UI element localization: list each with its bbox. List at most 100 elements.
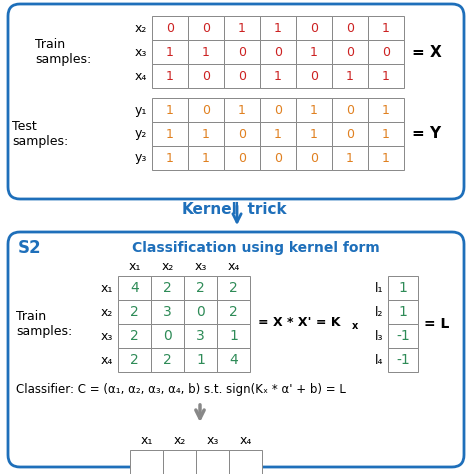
- Text: 1: 1: [274, 21, 282, 35]
- Text: Kernel: Kernel: [181, 202, 237, 218]
- Text: y₂: y₂: [135, 128, 147, 140]
- Text: 3: 3: [196, 329, 205, 343]
- Bar: [184, 276, 217, 300]
- Bar: [388, 348, 418, 372]
- Bar: [188, 98, 224, 122]
- Text: x₂: x₂: [161, 259, 173, 273]
- Bar: [152, 98, 188, 122]
- Bar: [368, 146, 404, 170]
- Text: -1: -1: [396, 353, 410, 367]
- Text: x₁: x₁: [128, 259, 141, 273]
- FancyBboxPatch shape: [8, 232, 464, 467]
- Bar: [296, 16, 332, 40]
- Text: x₂: x₂: [135, 21, 147, 35]
- Text: 0: 0: [202, 21, 210, 35]
- Bar: [118, 348, 151, 372]
- Text: = L: = L: [424, 317, 449, 331]
- Text: x₄: x₄: [100, 354, 113, 366]
- Bar: [217, 348, 250, 372]
- Text: 1: 1: [382, 152, 390, 164]
- Text: 1: 1: [238, 103, 246, 117]
- Text: 0: 0: [310, 152, 318, 164]
- Text: x₁: x₁: [100, 282, 113, 294]
- Bar: [151, 300, 184, 324]
- Text: = Y: = Y: [412, 127, 441, 142]
- Bar: [260, 40, 296, 64]
- Bar: [260, 98, 296, 122]
- Text: x₂: x₂: [100, 306, 113, 319]
- Text: 2: 2: [229, 281, 238, 295]
- Text: 3: 3: [163, 305, 172, 319]
- Text: 2: 2: [130, 353, 139, 367]
- Text: l₁: l₁: [374, 282, 383, 294]
- Bar: [260, 16, 296, 40]
- Bar: [217, 324, 250, 348]
- Text: x₄: x₄: [239, 434, 252, 447]
- Text: 1: 1: [196, 353, 205, 367]
- Bar: [332, 122, 368, 146]
- Text: y₃: y₃: [135, 152, 147, 164]
- Text: 2: 2: [163, 281, 172, 295]
- Bar: [296, 146, 332, 170]
- Text: 1: 1: [166, 103, 174, 117]
- Bar: [118, 324, 151, 348]
- Text: 1: 1: [274, 128, 282, 140]
- Text: 1: 1: [399, 305, 408, 319]
- Text: 0: 0: [346, 103, 354, 117]
- Bar: [152, 40, 188, 64]
- Bar: [332, 40, 368, 64]
- Text: 1: 1: [310, 128, 318, 140]
- Text: x₃: x₃: [206, 434, 219, 447]
- Text: 0: 0: [310, 21, 318, 35]
- Text: 1: 1: [310, 46, 318, 58]
- Text: Classification using kernel form: Classification using kernel form: [132, 241, 380, 255]
- Bar: [188, 146, 224, 170]
- Text: 1: 1: [346, 152, 354, 164]
- Bar: [296, 98, 332, 122]
- Text: 2: 2: [130, 305, 139, 319]
- Text: 1: 1: [382, 103, 390, 117]
- Text: 0: 0: [310, 70, 318, 82]
- Bar: [152, 122, 188, 146]
- Text: 1: 1: [166, 46, 174, 58]
- Bar: [296, 64, 332, 88]
- Bar: [196, 450, 229, 474]
- Text: 1: 1: [166, 70, 174, 82]
- Text: 4: 4: [229, 353, 238, 367]
- Bar: [368, 98, 404, 122]
- Text: -1: -1: [396, 329, 410, 343]
- Text: 0: 0: [166, 21, 174, 35]
- Bar: [188, 122, 224, 146]
- Bar: [224, 146, 260, 170]
- Bar: [332, 64, 368, 88]
- Bar: [184, 300, 217, 324]
- Text: x₃: x₃: [100, 329, 113, 343]
- Text: l₄: l₄: [374, 354, 383, 366]
- Text: Classifier: C = (α₁, α₂, α₃, α₄, b) s.t. sign(Kₓ * α' + b) = L: Classifier: C = (α₁, α₂, α₃, α₄, b) s.t.…: [16, 383, 346, 396]
- Bar: [368, 122, 404, 146]
- Text: 0: 0: [238, 46, 246, 58]
- Text: 2: 2: [229, 305, 238, 319]
- Text: 1: 1: [346, 70, 354, 82]
- Bar: [388, 324, 418, 348]
- Text: 1: 1: [166, 128, 174, 140]
- Text: 4: 4: [130, 281, 139, 295]
- Text: Test
samples:: Test samples:: [12, 120, 68, 148]
- Bar: [368, 16, 404, 40]
- Bar: [188, 40, 224, 64]
- Bar: [184, 348, 217, 372]
- Bar: [296, 122, 332, 146]
- Bar: [368, 64, 404, 88]
- Text: x₃: x₃: [194, 259, 207, 273]
- Text: x₄: x₄: [135, 70, 147, 82]
- Bar: [118, 300, 151, 324]
- Text: 2: 2: [130, 329, 139, 343]
- Text: x₁: x₁: [140, 434, 153, 447]
- Bar: [224, 98, 260, 122]
- Text: 0: 0: [346, 46, 354, 58]
- Text: 1: 1: [310, 103, 318, 117]
- Text: 1: 1: [382, 21, 390, 35]
- Bar: [152, 146, 188, 170]
- Text: l₂: l₂: [374, 306, 383, 319]
- Text: 1: 1: [382, 128, 390, 140]
